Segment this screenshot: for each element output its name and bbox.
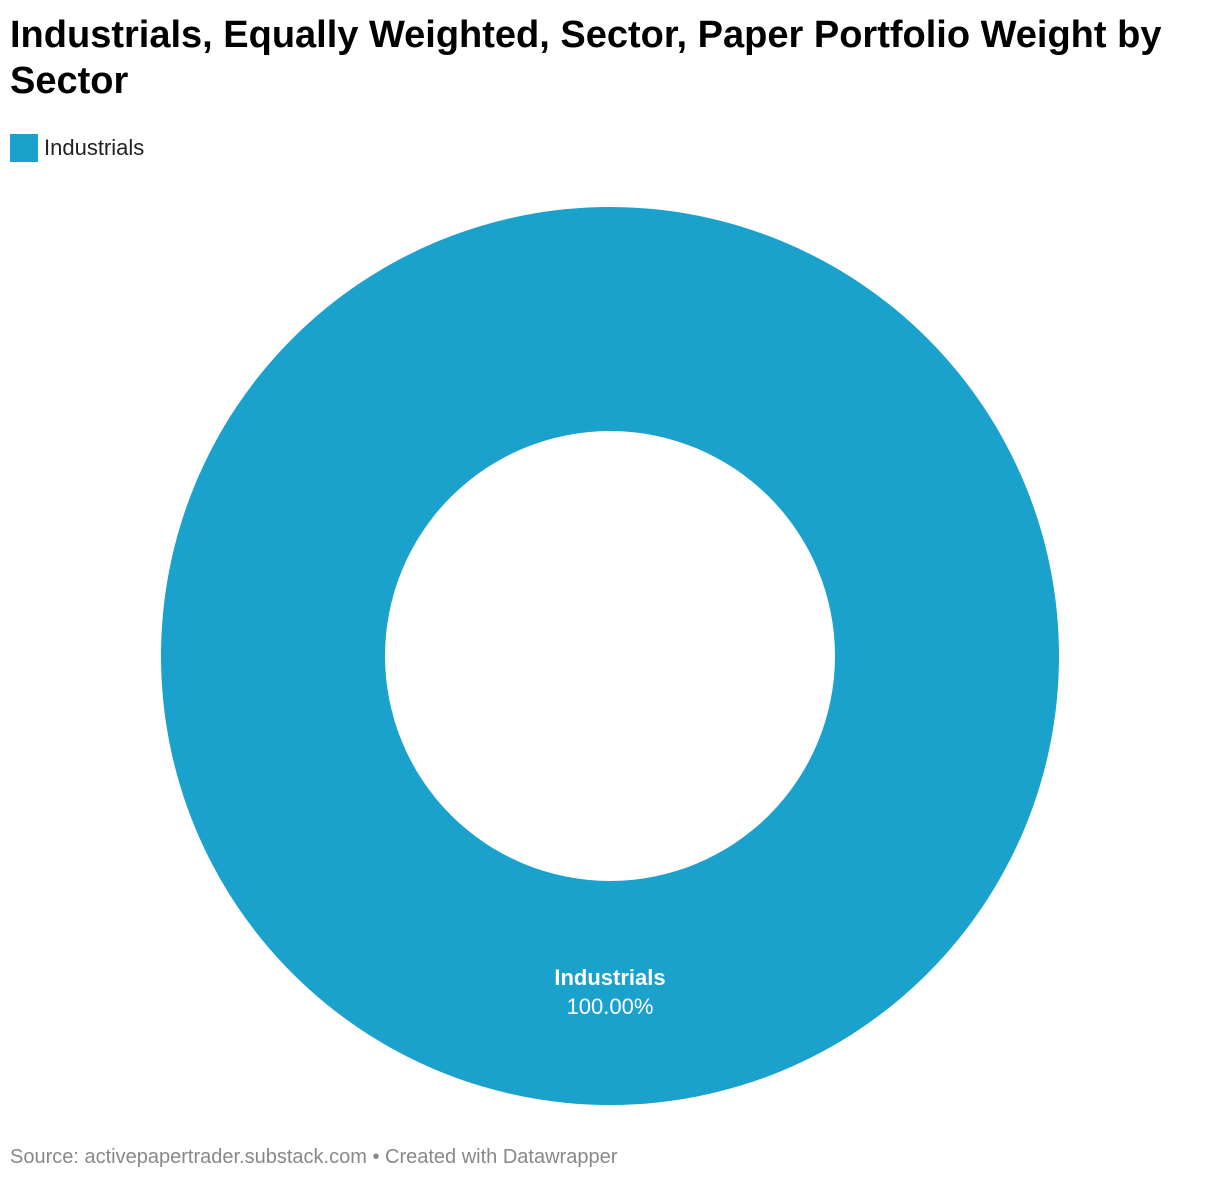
footer-separator: • (372, 1146, 380, 1168)
legend-swatch-industrials (10, 134, 38, 162)
slice-label-value: 100.00% (567, 994, 654, 1019)
source-label: Source: (10, 1146, 79, 1168)
source-link[interactable]: activepapertrader.substack.com (84, 1146, 367, 1168)
donut-slices (161, 207, 1059, 1105)
created-with[interactable]: Created with Datawrapper (385, 1146, 618, 1168)
slice-labels: Industrials 100.00% (554, 965, 665, 1019)
legend: Industrials (10, 134, 144, 162)
donut-slice-industrials[interactable] (161, 207, 1059, 1105)
source-footer: Source: activepapertrader.substack.com •… (10, 1146, 617, 1169)
legend-label-industrials: Industrials (44, 135, 145, 160)
chart-title: Industrials, Equally Weighted, Sector, P… (10, 14, 1162, 102)
slice-label-name: Industrials (554, 965, 665, 990)
